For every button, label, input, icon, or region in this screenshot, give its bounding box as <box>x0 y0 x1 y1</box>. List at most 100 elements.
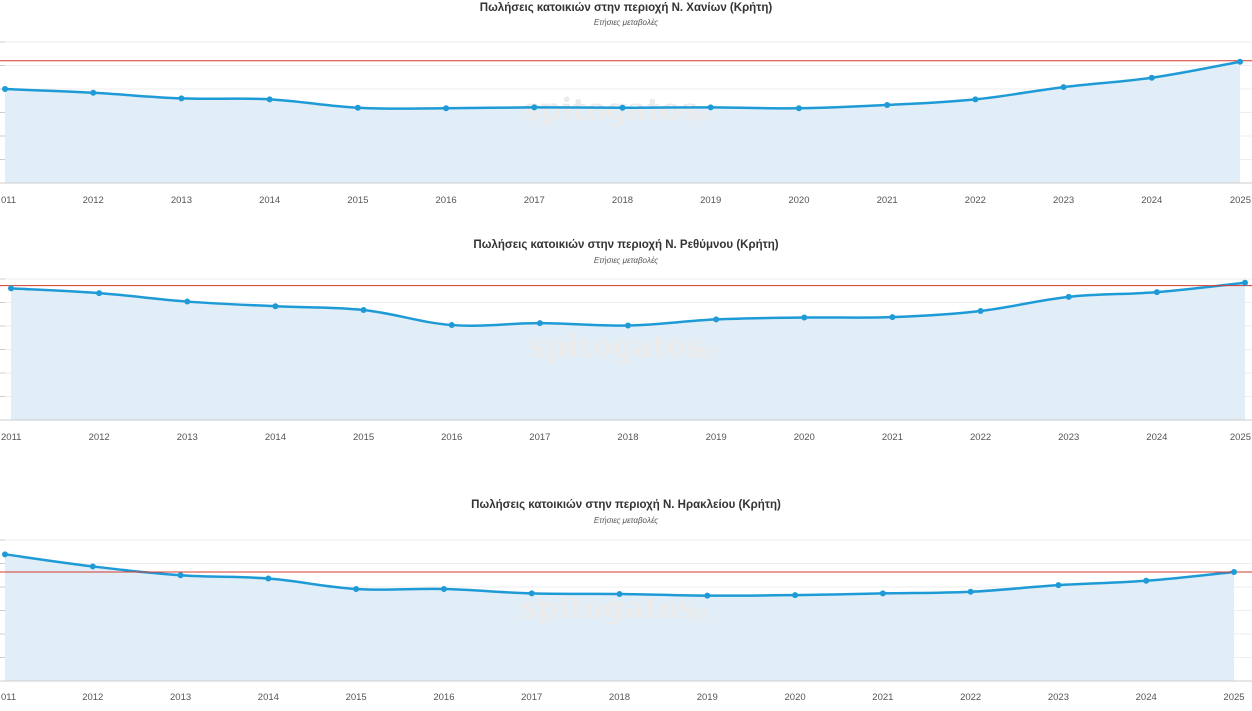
x-tick-label: 2017 <box>524 195 545 206</box>
x-tick-label: 2018 <box>612 195 633 206</box>
data-point <box>967 588 974 595</box>
x-tick-label: 2017 <box>521 692 542 703</box>
data-point <box>89 563 96 570</box>
chart-svg-chania: spitogatos.gr 011 2012 2013 2014 2015 2016 2017… <box>0 41 1252 206</box>
x-tick-label: 2023 <box>1048 692 1069 703</box>
chart-title: Πωλήσεις κατοικιών στην περιοχή Ν. Ρεθύμ… <box>473 239 779 251</box>
data-point <box>795 105 802 112</box>
x-tick-label: 2016 <box>433 692 454 703</box>
chart-subtitle: Ετήσιες μεταβολές <box>593 256 659 265</box>
x-tick-label: 2020 <box>785 692 806 703</box>
data-point <box>178 95 185 102</box>
x-tick-label: 2015 <box>346 692 367 703</box>
data-point <box>792 592 799 599</box>
x-tick-label: 2025 <box>1223 692 1244 703</box>
data-point <box>531 104 538 111</box>
data-point <box>1148 74 1155 81</box>
data-point <box>1237 58 1243 65</box>
data-point <box>625 322 631 329</box>
x-tick-label: 2016 <box>436 195 457 206</box>
x-tick-label: 011 <box>1 195 16 206</box>
chart-subtitle: Ετήσιες μεταβολές <box>593 18 659 27</box>
x-tick-label: 2011 <box>1 432 21 443</box>
data-point <box>713 316 720 323</box>
x-tick-label: 2022 <box>965 195 986 206</box>
data-point <box>2 86 8 92</box>
data-point <box>1065 293 1072 300</box>
x-tick-label: 2015 <box>347 195 368 206</box>
x-tick-label: 2014 <box>265 432 286 443</box>
x-tick-label: 2023 <box>1053 195 1074 206</box>
data-point <box>884 101 891 108</box>
data-point <box>1055 582 1062 589</box>
data-point <box>177 572 184 579</box>
data-point <box>977 307 984 314</box>
watermark: spitogatos <box>523 93 697 128</box>
data-point <box>448 322 455 329</box>
watermark-suffix: .gr <box>694 343 719 361</box>
data-point <box>184 298 191 305</box>
data-point <box>265 575 272 582</box>
data-point <box>707 104 714 111</box>
watermark: spitogatos <box>520 591 694 626</box>
data-point <box>619 104 626 111</box>
chart-svg-rethymno: spitogatos.gr 2011 2012 2013 2014 2015 2016 201… <box>0 278 1252 443</box>
data-point <box>972 96 979 103</box>
x-tick-label: 2021 <box>872 692 893 703</box>
chart-subtitle: Ετήσιες μεταβολές <box>593 516 659 525</box>
data-point <box>879 590 886 597</box>
data-point <box>266 96 273 103</box>
x-tick-label: 2024 <box>1146 432 1167 443</box>
watermark-suffix: .gr <box>689 106 714 124</box>
data-point <box>889 314 896 321</box>
data-point <box>1153 289 1160 296</box>
data-point <box>96 290 103 297</box>
data-point <box>616 590 623 597</box>
x-tick-label: 2014 <box>258 692 279 703</box>
x-tick-label: 2019 <box>706 432 727 443</box>
x-tick-label: 2022 <box>970 432 991 443</box>
x-tick-label: 2015 <box>353 432 374 443</box>
chart-panel-rethymno: Πωλήσεις κατοικιών στην περιοχή Ν. Ρεθύμ… <box>0 239 1252 443</box>
data-point <box>1242 279 1248 286</box>
data-point <box>443 105 450 112</box>
data-point <box>360 307 367 314</box>
data-point <box>8 285 14 292</box>
watermark: spitogatos <box>529 330 703 365</box>
data-point <box>528 590 535 597</box>
data-point <box>801 314 808 321</box>
x-tick-label: 2013 <box>170 692 191 703</box>
data-point <box>440 586 447 593</box>
chart-panel-chania: Πωλήσεις κατοικιών στην περιοχή Ν. Χανίω… <box>0 0 1252 214</box>
data-point <box>536 320 543 327</box>
x-tick-label: 2014 <box>259 195 280 206</box>
x-tick-label: 011 <box>1 692 16 703</box>
x-tick-label: 2016 <box>441 432 462 443</box>
x-tick-label: 2013 <box>171 195 192 206</box>
x-tick-label: 2018 <box>609 692 630 703</box>
x-tick-label: 2018 <box>617 432 638 443</box>
x-tick-label: 2021 <box>877 195 898 206</box>
data-point <box>90 89 97 96</box>
data-point <box>1143 577 1150 584</box>
series-area <box>5 61 1240 183</box>
x-tick-label: 2013 <box>177 432 198 443</box>
x-tick-label: 2023 <box>1058 432 1079 443</box>
x-tick-label: 2025 <box>1230 195 1251 206</box>
data-point <box>272 303 279 310</box>
chart-title: Πωλήσεις κατοικιών στην περιοχή Ν. Χανίω… <box>479 2 773 14</box>
x-tick-label: 2012 <box>83 195 104 206</box>
x-tick-label: 2020 <box>788 195 809 206</box>
watermark-suffix: .gr <box>686 604 711 622</box>
x-tick-label: 2022 <box>960 692 981 703</box>
data-point <box>354 104 361 111</box>
series-area <box>5 554 1234 681</box>
x-tick-label: 2024 <box>1136 692 1157 703</box>
x-tick-label: 2021 <box>882 432 903 443</box>
data-point <box>704 592 711 599</box>
x-tick-label: 2012 <box>82 692 103 703</box>
chart-title: Πωλήσεις κατοικιών στην περιοχή Ν. Ηρακλ… <box>471 499 781 511</box>
x-tick-label: 2025 <box>1230 432 1251 443</box>
